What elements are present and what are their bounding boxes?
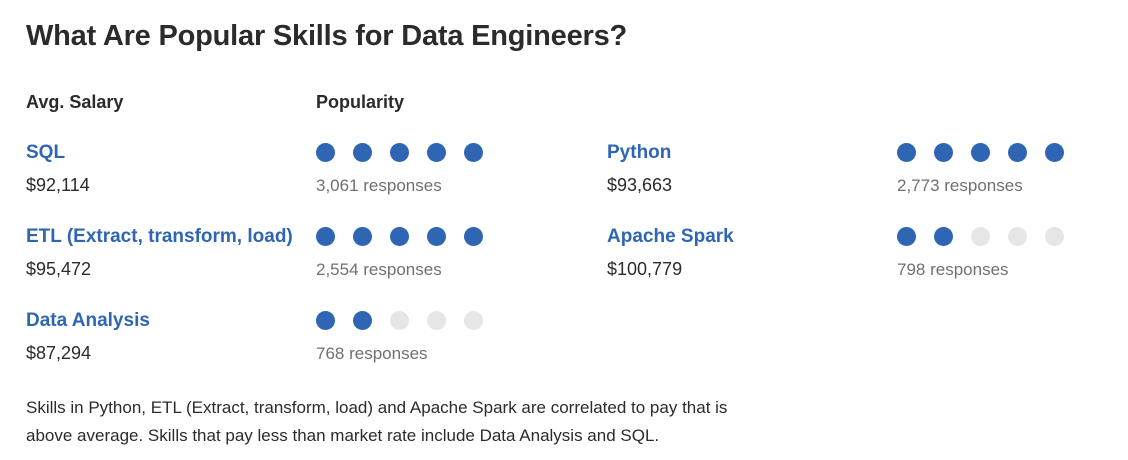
skill-row-apache-spark: Apache Spark $100,779 798 responses <box>607 226 1128 296</box>
popularity-rating-sql <box>316 142 501 162</box>
popularity-dot-filled <box>353 142 372 162</box>
popularity-dot-filled <box>353 310 372 330</box>
popularity-dot-filled <box>897 226 916 246</box>
skill-row-python: Python $93,663 2,773 responses <box>607 142 1128 212</box>
popularity-dot-filled <box>427 226 446 246</box>
popularity-dot-empty <box>1008 226 1027 246</box>
skill-responses-python: 2,773 responses <box>897 176 1023 195</box>
skill-row-etl: ETL (Extract, transform, load) $95,472 2… <box>26 226 586 296</box>
popularity-dot-filled <box>934 142 953 162</box>
popularity-dot-filled <box>390 142 409 162</box>
skill-salary-apache-spark: $100,779 <box>607 259 683 279</box>
popularity-dot-filled <box>316 226 335 246</box>
popularity-dot-filled <box>316 310 335 330</box>
popularity-dot-filled <box>353 226 372 246</box>
popularity-dot-filled <box>897 142 916 162</box>
popularity-dot-empty <box>427 310 446 330</box>
skill-link-data-analysis[interactable]: Data Analysis <box>26 310 150 331</box>
popularity-rating-apache-spark <box>897 226 1082 246</box>
skill-responses-apache-spark: 798 responses <box>897 260 1009 279</box>
popularity-dot-filled <box>316 142 335 162</box>
popularity-dot-filled <box>971 142 990 162</box>
skill-link-sql[interactable]: SQL <box>26 142 66 163</box>
skill-responses-sql: 3,061 responses <box>316 176 442 195</box>
popularity-dot-filled <box>1045 142 1064 162</box>
skill-link-etl[interactable]: ETL (Extract, transform, load) <box>26 226 293 247</box>
skill-responses-data-analysis: 768 responses <box>316 344 428 363</box>
skill-salary-sql: $92,114 <box>26 175 90 195</box>
page-title: What Are Popular Skills for Data Enginee… <box>26 20 628 52</box>
skill-link-apache-spark[interactable]: Apache Spark <box>607 226 734 247</box>
popularity-dot-filled <box>464 226 483 246</box>
popularity-dot-filled <box>1008 142 1027 162</box>
skill-row-sql: SQL $92,114 3,061 responses <box>26 142 586 212</box>
popularity-rating-python <box>897 142 1082 162</box>
skill-salary-python: $93,663 <box>607 175 673 195</box>
popularity-dot-empty <box>1045 226 1064 246</box>
skill-salary-etl: $95,472 <box>26 259 92 279</box>
summary-text: Skills in Python, ETL (Extract, transfor… <box>26 398 728 445</box>
popularity-dot-empty <box>464 310 483 330</box>
popularity-dot-filled <box>427 142 446 162</box>
popularity-dot-filled <box>934 226 953 246</box>
skill-link-python[interactable]: Python <box>607 142 672 163</box>
popularity-dot-empty <box>390 310 409 330</box>
skill-responses-etl: 2,554 responses <box>316 260 442 279</box>
skill-row-data-analysis: Data Analysis $87,294 768 responses <box>26 310 586 380</box>
popularity-dot-empty <box>971 226 990 246</box>
popularity-dot-filled <box>464 142 483 162</box>
popularity-dot-filled <box>390 226 409 246</box>
popularity-header: Popularity <box>316 92 405 112</box>
skill-salary-data-analysis: $87,294 <box>26 343 92 363</box>
avg-salary-header: Avg. Salary <box>26 92 124 112</box>
popularity-rating-etl <box>316 226 501 246</box>
popularity-rating-data-analysis <box>316 310 501 330</box>
